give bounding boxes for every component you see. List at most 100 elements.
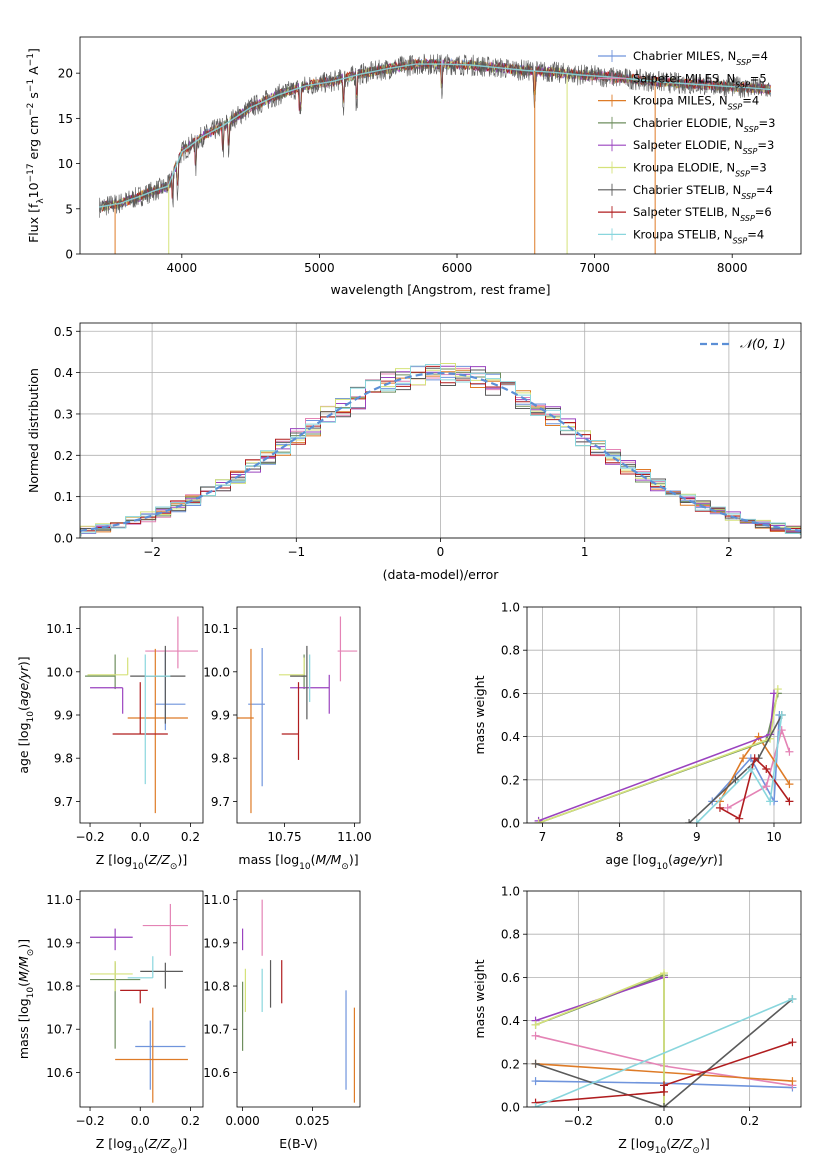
legend-label: 𝒩(0, 1) [740,336,786,351]
mass-weight-marker [739,754,748,763]
y-tick-label: 15 [58,112,73,126]
y-tick-label: 0.0 [54,532,73,546]
x-tick-label: 2 [725,545,733,559]
mass-weight-line [535,974,665,1107]
normal-curve [80,371,801,532]
y-axis-label: age [log10(age/yr)] [16,656,36,773]
mass-weight-marker [731,775,740,784]
label-part: M/M [16,956,31,982]
y-tick-label: 9.7 [211,795,230,809]
y-tick-label: 11.0 [203,893,230,907]
label-part: E(B-V) [279,1136,318,1151]
observed-spectrum-line [99,53,771,218]
mass-vs-Z-points [90,903,188,1103]
label-part: Z [log [96,1136,132,1151]
y-tick-label: 0.8 [501,928,520,942]
legend-label-part: Salpeter ELODIE, N [633,138,743,152]
weight-vs-Z-frame [526,890,802,1108]
label-part: ( [311,852,316,867]
age-vs-mass-frame [236,606,361,824]
age-vs-Z-axes: −0.2 0.0 0.2 9.7 9.8 9.9 10.0 10.1 [46,622,200,844]
label-part: age/yr [16,665,31,706]
mass-weight-marker [785,797,794,806]
legend-label-part: SSP [735,169,750,178]
x-tick-label: 8 [616,830,624,844]
x-tick-label: 11.00 [337,830,371,844]
y-tick-label: 1.0 [501,601,520,615]
legend-label-part: SSP [728,102,743,111]
label-part: Z/Z [148,1136,171,1151]
mass-weight-marker [777,711,786,719]
x-axis-label: (data-model)/error [383,567,500,582]
legend-label: Kroupa ELODIE, NSSP=3 [633,161,767,179]
label-part: ⊙ [170,862,178,872]
label-part: s [26,92,41,103]
x-tick-label: 0.0 [131,1114,150,1128]
label-part: −1 [26,53,36,66]
legend-label-part: SSP [743,147,758,156]
legend-label: Salpeter MILES, NSSP=5 [633,71,767,89]
mass-weight-marker [531,1077,540,1086]
y-tick-label: 10.1 [46,622,73,636]
label-part: ( [144,1136,149,1151]
x-tick-label: 9 [693,830,701,844]
age-vs-Z-points [85,616,198,814]
legend-label-part: SSP [733,236,748,245]
legend-label-part: Kroupa MILES, N [633,94,728,108]
mass-weight-marker [788,1038,797,1047]
y-axis-label: mass [log10(M/M⊙)] [16,939,36,1059]
mass-weight-marker [715,803,724,812]
mass-weight-marker [788,1077,797,1086]
legend-label-part: SSP [744,124,759,133]
y-tick-label: 10.7 [203,1023,230,1037]
legend-label-part: =4 [756,183,773,197]
x-tick-label: 6000 [442,261,473,275]
mass-weight-marker [788,995,797,1003]
label-part: )] [177,852,187,867]
legend-label: Salpeter STELIB, NSSP=6 [633,205,772,223]
x-tick-label: 10.75 [267,830,301,844]
mass-weight-marker [746,765,755,773]
label-part: −1 [26,79,36,92]
y-tick-label: 0.0 [501,1101,520,1115]
x-axis-label: Z [log10(Z/Z⊙)] [618,1136,709,1156]
x-tick-label: 0.2 [181,830,200,844]
legend-label-part: Salpeter MILES, N [633,71,735,85]
label-part: )] [177,1136,187,1151]
x-tick-label: 0.000 [225,1114,259,1128]
label-part: 10 [132,862,144,872]
label-part: ⊙ [170,1146,178,1156]
x-tick-label: −1 [287,545,305,559]
label-part: Z [log [96,852,132,867]
age-vs-Z-frame [79,606,204,824]
mass-weight-marker [785,780,794,789]
label-part: 10 [132,1146,144,1156]
y-tick-label: 20 [58,67,73,81]
label-part: Flux [f [26,203,41,243]
y-tick-label: 0.3 [54,407,73,421]
y-tick-label: 0.2 [54,449,73,463]
legend-label-part: =3 [750,161,767,175]
x-tick-label: 10 [766,830,781,844]
legend-label-part: =5 [750,71,767,85]
y-tick-label: 10.9 [46,936,73,950]
y-axis-label: Flux [fλ10−17 erg cm−2 s−1 A−1] [26,48,46,243]
weight-vs-Z-lines [531,969,797,1107]
y-tick-label: 10.0 [203,665,230,679]
mass-vs-ebv-axes: 0.000 0.025 10.6 10.7 10.8 10.9 11.0 [203,893,329,1128]
y-tick-label: 9.7 [54,795,73,809]
label-part: erg cm [26,116,41,164]
x-tick-label: −0.2 [75,1114,104,1128]
mass-weight-marker [531,1059,540,1068]
best-fit-continuum-line [99,63,771,208]
x-tick-label: 8000 [717,261,748,275]
weight-vs-age-lines [534,685,794,823]
x-tick-label: 7 [539,830,547,844]
mass-weight-marker [660,1081,668,1090]
age-vs-mass-axes: 10.75 11.00 9.7 9.8 9.9 10.0 10.1 [203,622,371,844]
y-tick-label: 10.8 [46,980,73,994]
x-tick-label: 4000 [167,261,198,275]
label-part: ( [16,982,31,987]
label-part: 10 [26,182,41,198]
